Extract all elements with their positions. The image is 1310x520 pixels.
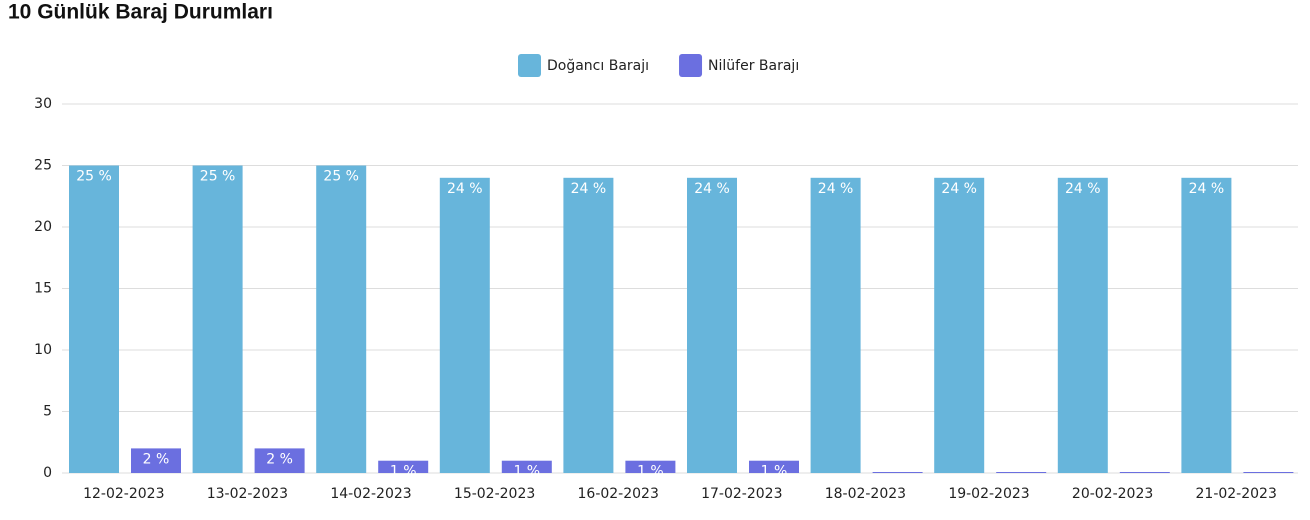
bar (810, 177, 861, 474)
value-label: 1 % (390, 464, 417, 480)
value-label: 2 % (266, 451, 293, 467)
bar (1181, 177, 1232, 474)
value-label: 24 % (1065, 181, 1101, 197)
legend-swatch (679, 54, 703, 77)
bar (254, 448, 305, 473)
bar (687, 177, 737, 474)
bar (872, 472, 923, 473)
x-tick-label: 18-02-2023 (825, 486, 906, 502)
bar (934, 177, 985, 474)
y-tick-label: 10 (34, 342, 52, 358)
value-label: 24 % (941, 181, 977, 197)
bar (749, 460, 799, 473)
bar (378, 460, 429, 473)
bar (625, 460, 676, 473)
value-label: 1 % (637, 464, 664, 480)
x-tick-label: 21-02-2023 (1196, 486, 1277, 502)
x-tick-label: 19-02-2023 (948, 486, 1029, 502)
value-label: 24 % (1189, 181, 1225, 197)
bar (192, 165, 243, 473)
y-tick-label: 5 (43, 404, 52, 420)
value-label: 24 % (694, 181, 730, 197)
bar (69, 165, 119, 473)
bar (563, 177, 614, 474)
bar (1243, 472, 1294, 473)
value-label: 24 % (818, 181, 854, 197)
bar (439, 177, 490, 474)
value-label: 1 % (513, 464, 540, 480)
legend-label: Doğancı Barajı (547, 58, 649, 74)
bar (1119, 472, 1170, 473)
value-label: 24 % (571, 181, 607, 197)
bar (996, 472, 1047, 473)
x-tick-label: 13-02-2023 (207, 486, 288, 502)
value-label: 2 % (143, 451, 170, 467)
legend-swatch (518, 54, 541, 77)
value-label: 25 % (200, 169, 236, 185)
x-tick-label: 14-02-2023 (330, 486, 411, 502)
bar (316, 165, 367, 473)
value-label: 25 % (323, 169, 359, 185)
y-tick-label: 25 (34, 158, 52, 174)
value-label: 24 % (447, 181, 483, 197)
x-tick-label: 20-02-2023 (1072, 486, 1153, 502)
value-label: 1 % (761, 464, 788, 480)
value-label: 25 % (76, 169, 112, 185)
bar (1057, 177, 1108, 474)
chart-title: 10 Günlük Baraj Durumları (8, 1, 273, 24)
y-tick-label: 0 (43, 465, 52, 481)
x-tick-label: 15-02-2023 (454, 486, 535, 502)
x-tick-label: 17-02-2023 (701, 486, 782, 502)
y-tick-label: 30 (34, 96, 52, 112)
y-tick-label: 20 (34, 219, 52, 235)
legend-label: Nilüfer Barajı (708, 58, 799, 74)
x-tick-label: 16-02-2023 (578, 486, 659, 502)
x-tick-label: 12-02-2023 (83, 486, 164, 502)
bar (501, 460, 552, 473)
bar (131, 448, 181, 473)
y-tick-label: 15 (34, 281, 52, 297)
